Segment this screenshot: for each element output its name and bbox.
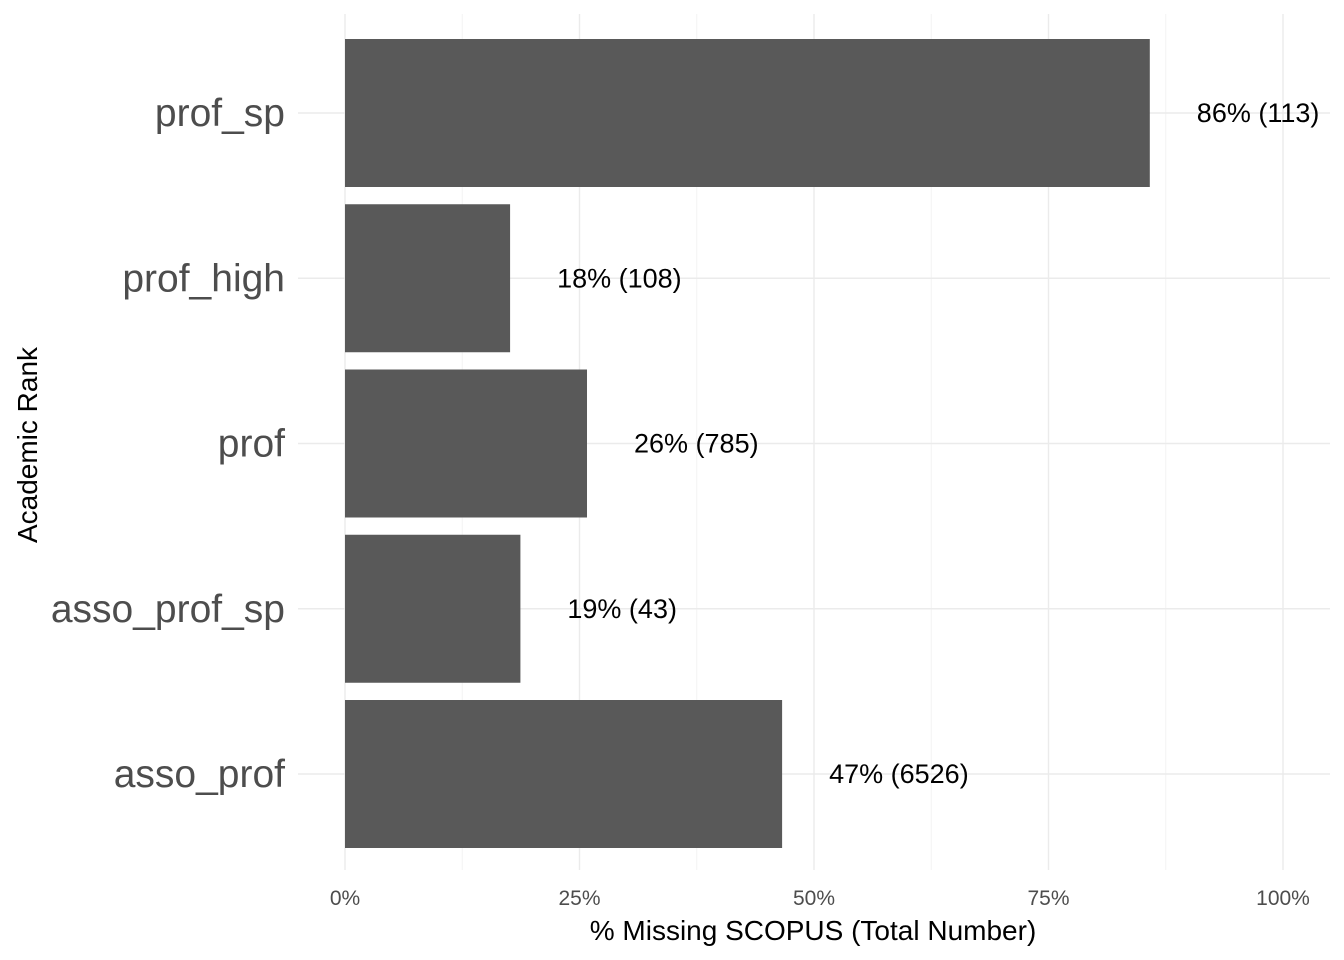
- bar-prof: [345, 369, 588, 518]
- data-labels: 86% (113) 18% (108) 26% (785) 19% (43) 47% (…: [557, 98, 1319, 789]
- bar-asso_prof: [345, 700, 783, 848]
- bar-prof_high: [345, 204, 511, 353]
- data-label: 86% (113): [1197, 98, 1320, 128]
- bar-asso_prof_sp: [345, 534, 521, 683]
- bars: [345, 39, 1150, 848]
- x-tick-labels: 0% 25% 50% 75% 100%: [330, 887, 1310, 910]
- category-label: prof_high: [122, 257, 285, 300]
- category-label: prof: [218, 423, 285, 466]
- y-axis-title: Academic Rank: [12, 346, 43, 543]
- category-label: asso_prof: [114, 753, 285, 796]
- bar-prof_sp: [345, 39, 1150, 187]
- data-label: 19% (43): [567, 594, 677, 624]
- x-axis-title: % Missing SCOPUS (Total Number): [590, 915, 1037, 946]
- data-label: 26% (785): [634, 429, 759, 459]
- data-label: 47% (6526): [829, 759, 969, 789]
- category-label: prof_sp: [155, 92, 285, 135]
- x-tick-label: 25%: [558, 887, 600, 910]
- x-tick-label: 50%: [793, 887, 835, 910]
- x-tick-label: 0%: [330, 887, 360, 910]
- x-tick-label: 75%: [1027, 887, 1069, 910]
- x-tick-label: 100%: [1256, 887, 1310, 910]
- category-label: asso_prof_sp: [51, 588, 285, 631]
- data-label: 18% (108): [557, 263, 682, 293]
